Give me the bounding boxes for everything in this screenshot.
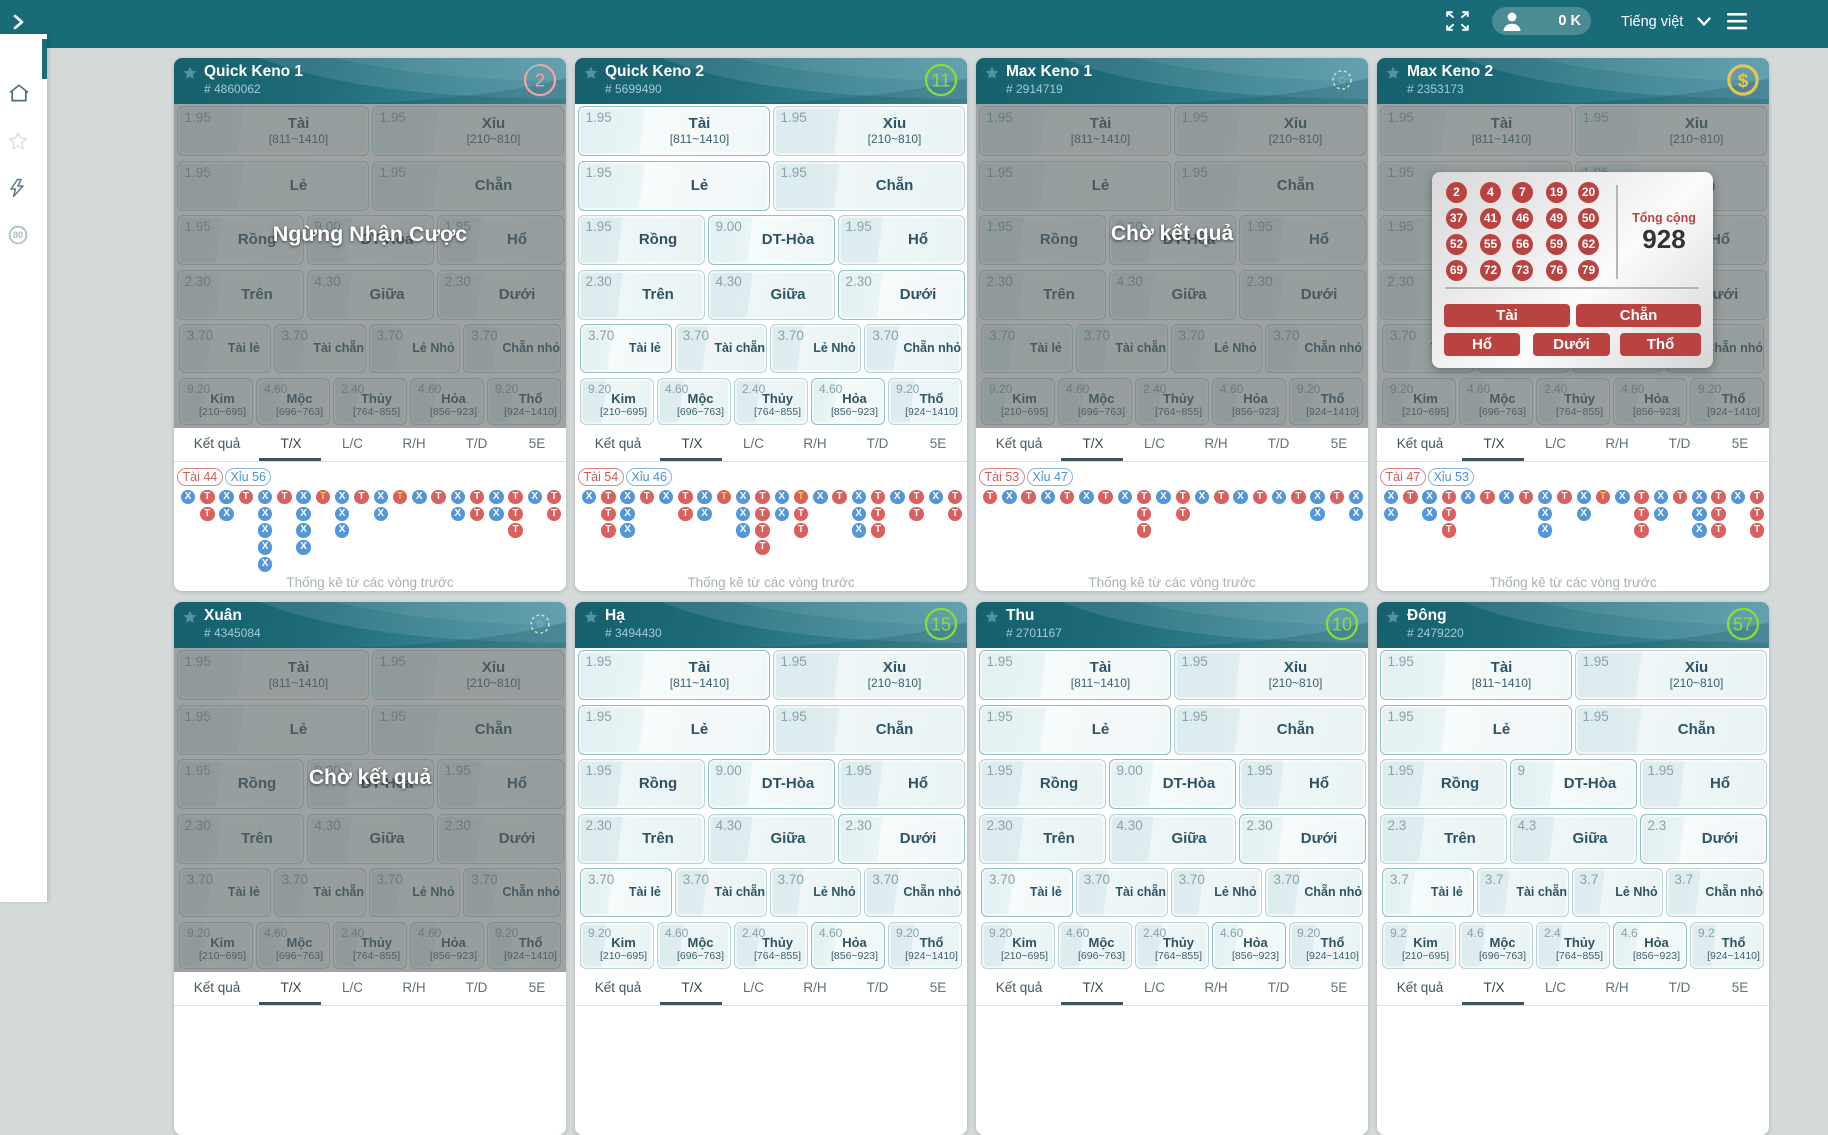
svg-text:80: 80	[13, 230, 23, 240]
svg-text:11: 11	[932, 71, 951, 91]
svg-text:10: 10	[1332, 615, 1352, 635]
svg-text:$: $	[1738, 71, 1749, 92]
svg-text:2: 2	[535, 71, 545, 91]
svg-text:57: 57	[1733, 615, 1753, 635]
svg-text:15: 15	[931, 615, 951, 635]
